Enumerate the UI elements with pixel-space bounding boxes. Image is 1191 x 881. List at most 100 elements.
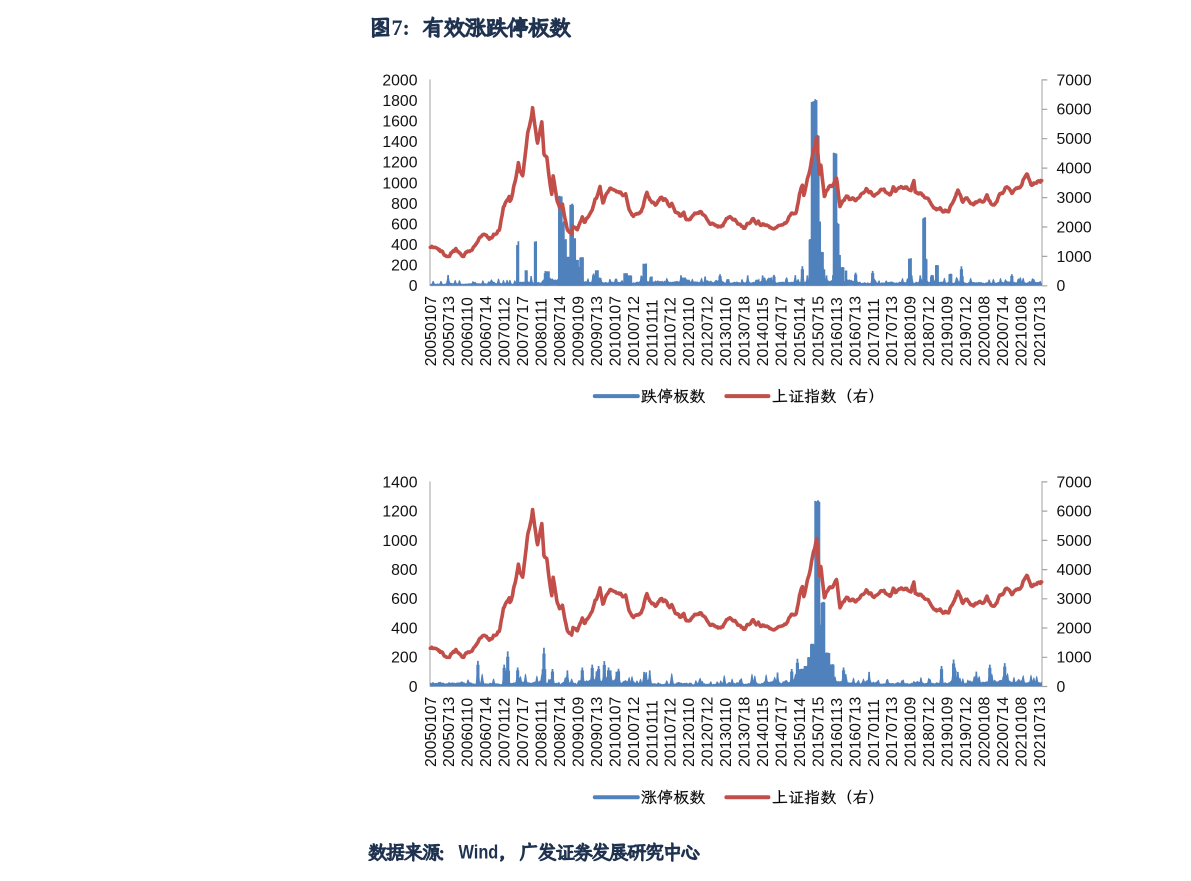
svg-text:2000: 2000 bbox=[1057, 219, 1092, 236]
svg-text:1000: 1000 bbox=[1057, 650, 1092, 667]
svg-text:20050107: 20050107 bbox=[423, 697, 440, 767]
svg-text:20160113: 20160113 bbox=[829, 698, 846, 767]
svg-text:4000: 4000 bbox=[1057, 161, 1092, 178]
svg-text:200: 200 bbox=[391, 258, 418, 275]
svg-text:6000: 6000 bbox=[1057, 504, 1092, 521]
svg-text:20080111: 20080111 bbox=[534, 298, 551, 366]
svg-text:20130110: 20130110 bbox=[718, 698, 735, 767]
svg-text:7:: 7: bbox=[392, 15, 410, 40]
svg-text:20060714: 20060714 bbox=[478, 697, 495, 767]
svg-text:1400: 1400 bbox=[382, 474, 417, 491]
svg-text:1800: 1800 bbox=[382, 93, 417, 110]
svg-text:20210713: 20210713 bbox=[1032, 697, 1049, 767]
svg-text:20150715: 20150715 bbox=[810, 697, 827, 767]
svg-text:20090713: 20090713 bbox=[589, 697, 606, 767]
svg-text:20120712: 20120712 bbox=[700, 697, 717, 767]
svg-text:20180712: 20180712 bbox=[921, 296, 938, 366]
svg-text:200: 200 bbox=[391, 650, 418, 667]
svg-text:1200: 1200 bbox=[382, 504, 417, 521]
svg-text:20210713: 20210713 bbox=[1032, 296, 1049, 366]
svg-text:20100712: 20100712 bbox=[626, 697, 643, 767]
svg-text:7000: 7000 bbox=[1057, 72, 1092, 89]
svg-text:20080714: 20080714 bbox=[552, 296, 569, 366]
svg-text:Wind: Wind bbox=[459, 843, 499, 864]
svg-text:3000: 3000 bbox=[1057, 591, 1092, 608]
svg-text:20110111: 20110111 bbox=[644, 700, 661, 767]
svg-text:20120712: 20120712 bbox=[700, 296, 717, 366]
svg-text:5000: 5000 bbox=[1057, 533, 1092, 550]
svg-text:20100107: 20100107 bbox=[607, 296, 624, 366]
svg-text:20180712: 20180712 bbox=[921, 697, 938, 767]
svg-text:20190712: 20190712 bbox=[958, 697, 975, 767]
svg-text:20050107: 20050107 bbox=[423, 296, 440, 366]
svg-text:3000: 3000 bbox=[1057, 190, 1092, 207]
svg-text:20070112: 20070112 bbox=[497, 698, 514, 767]
svg-text:20200714: 20200714 bbox=[995, 296, 1012, 366]
svg-text:0: 0 bbox=[409, 278, 418, 295]
svg-text:1200: 1200 bbox=[382, 155, 417, 172]
svg-text:20170713: 20170713 bbox=[884, 296, 901, 366]
svg-text:20170111: 20170111 bbox=[866, 298, 883, 366]
svg-text:20110712: 20110712 bbox=[663, 297, 680, 366]
svg-text:20160713: 20160713 bbox=[847, 697, 864, 767]
svg-text:20200108: 20200108 bbox=[977, 296, 994, 366]
svg-text:20110712: 20110712 bbox=[663, 698, 680, 767]
svg-text:20100712: 20100712 bbox=[626, 296, 643, 366]
svg-text:1000: 1000 bbox=[382, 175, 417, 192]
svg-text:20060110: 20060110 bbox=[460, 297, 477, 366]
svg-text:20190712: 20190712 bbox=[958, 296, 975, 366]
svg-text:800: 800 bbox=[391, 196, 418, 213]
svg-text:0: 0 bbox=[409, 679, 418, 696]
svg-text:20130110: 20130110 bbox=[718, 297, 735, 366]
svg-text:20050713: 20050713 bbox=[441, 296, 458, 366]
svg-text:20070112: 20070112 bbox=[497, 297, 514, 366]
svg-text:20170713: 20170713 bbox=[884, 697, 901, 767]
svg-text:20210108: 20210108 bbox=[1014, 697, 1031, 767]
svg-text:20190109: 20190109 bbox=[940, 697, 957, 767]
svg-text:20080714: 20080714 bbox=[552, 697, 569, 767]
svg-text:20210108: 20210108 bbox=[1014, 296, 1031, 366]
svg-text:20150715: 20150715 bbox=[810, 296, 827, 366]
svg-text:20140717: 20140717 bbox=[774, 697, 791, 767]
svg-text:2000: 2000 bbox=[1057, 620, 1092, 637]
svg-text:20140115: 20140115 bbox=[755, 297, 772, 366]
svg-text:20090109: 20090109 bbox=[570, 296, 587, 366]
svg-text:1600: 1600 bbox=[382, 114, 417, 131]
svg-text:20150114: 20150114 bbox=[792, 297, 809, 366]
svg-text:400: 400 bbox=[391, 620, 418, 637]
svg-text:20050713: 20050713 bbox=[441, 697, 458, 767]
svg-text:20180109: 20180109 bbox=[903, 697, 920, 767]
svg-text:1400: 1400 bbox=[382, 134, 417, 151]
svg-text:20110111: 20110111 bbox=[644, 299, 661, 366]
svg-text:400: 400 bbox=[391, 237, 418, 254]
svg-text:20180109: 20180109 bbox=[903, 296, 920, 366]
svg-text:800: 800 bbox=[391, 562, 418, 579]
svg-text:6000: 6000 bbox=[1057, 102, 1092, 119]
svg-text:0: 0 bbox=[1057, 278, 1066, 295]
svg-text:20200108: 20200108 bbox=[977, 697, 994, 767]
svg-text:20160713: 20160713 bbox=[847, 296, 864, 366]
svg-text:20080111: 20080111 bbox=[534, 699, 551, 767]
svg-text:5000: 5000 bbox=[1057, 131, 1092, 148]
svg-text:0: 0 bbox=[1057, 679, 1066, 696]
svg-text:600: 600 bbox=[391, 216, 418, 233]
svg-text:20100107: 20100107 bbox=[607, 697, 624, 767]
svg-text:1000: 1000 bbox=[1057, 249, 1092, 266]
svg-text:20130718: 20130718 bbox=[737, 697, 754, 767]
svg-text:7000: 7000 bbox=[1057, 474, 1092, 491]
svg-text:20060714: 20060714 bbox=[478, 296, 495, 366]
svg-text:1000: 1000 bbox=[382, 533, 417, 550]
svg-text:20160113: 20160113 bbox=[829, 297, 846, 366]
svg-text:20150114: 20150114 bbox=[792, 698, 809, 767]
svg-text:20170111: 20170111 bbox=[866, 699, 883, 767]
svg-text:20120110: 20120110 bbox=[681, 297, 698, 366]
svg-text:20200714: 20200714 bbox=[995, 697, 1012, 767]
svg-text:600: 600 bbox=[391, 591, 418, 608]
svg-text:4000: 4000 bbox=[1057, 562, 1092, 579]
svg-text:20060110: 20060110 bbox=[460, 698, 477, 767]
svg-text:20140717: 20140717 bbox=[774, 296, 791, 366]
svg-text:20090109: 20090109 bbox=[570, 697, 587, 767]
svg-text:2000: 2000 bbox=[382, 72, 417, 89]
svg-text:20070717: 20070717 bbox=[515, 296, 532, 366]
svg-text:20190109: 20190109 bbox=[940, 296, 957, 366]
